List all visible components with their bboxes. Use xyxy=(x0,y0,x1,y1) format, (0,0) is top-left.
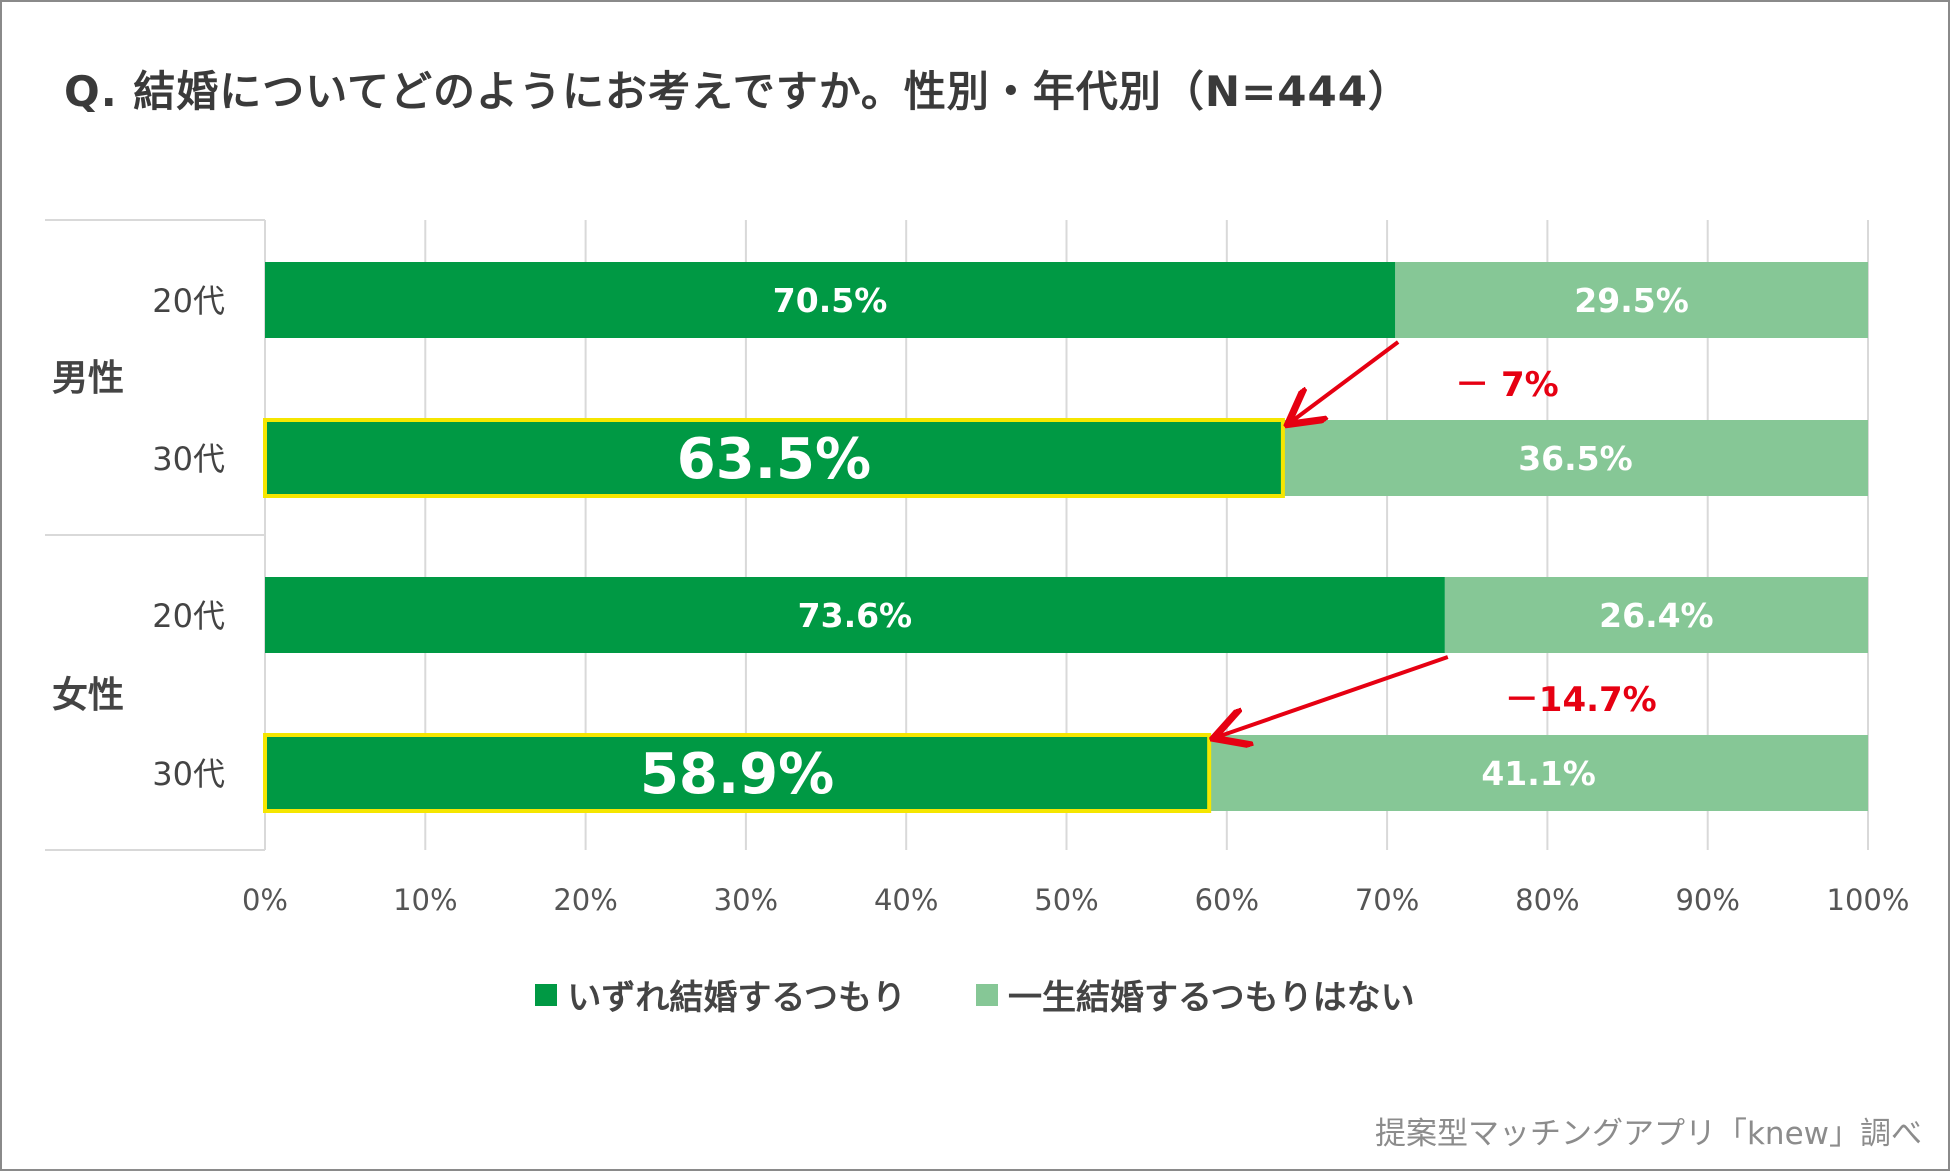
legend-swatch-series2 xyxy=(976,983,998,1006)
chart-plot: 0% 10% 20% 30% 40% 50% 60% 70% 80% 90% 100% 男性 20代 30… xyxy=(45,219,1910,917)
data-label-series2: 36.5% xyxy=(1518,439,1633,478)
legend-label-series1: いずれ結婚するつもり xyxy=(567,978,906,1018)
bar-segment-series1 xyxy=(263,733,1212,813)
x-tick-label: 80% xyxy=(1515,883,1579,917)
x-tick-label: 60% xyxy=(1195,883,1259,917)
x-tick-label: 0% xyxy=(242,883,288,917)
legend-swatch-series1 xyxy=(535,983,558,1006)
bar-segment-series2 xyxy=(1395,262,1868,338)
legend-label-series2: 一生結婚するつもりはない xyxy=(1008,978,1415,1018)
row-label: 30代 xyxy=(152,755,225,793)
data-label-series2: 26.4% xyxy=(1599,596,1714,635)
data-label-series2: 41.1% xyxy=(1481,754,1596,793)
bar-segment-series1 xyxy=(265,262,1396,338)
x-tick-label: 40% xyxy=(874,883,938,917)
x-tick-label: 100% xyxy=(1827,883,1910,917)
data-label-series2: 29.5% xyxy=(1574,281,1689,320)
data-label-series1: 58.9% xyxy=(640,742,834,807)
row-label: 20代 xyxy=(152,282,225,320)
data-label-series1: 73.6% xyxy=(798,596,913,635)
group-label: 女性 xyxy=(52,675,124,716)
x-tick-label: 10% xyxy=(393,883,457,917)
change-annotation: －14.7% xyxy=(1505,680,1657,720)
x-tick-label: 90% xyxy=(1675,883,1739,917)
legend-item-series1: いずれ結婚するつもり xyxy=(535,970,906,1019)
x-tick-label: 30% xyxy=(714,883,778,917)
chart-title: Q. 結婚についてどのようにお考えですか。性別・年代別（N=444） xyxy=(64,67,1411,116)
bar-segment-series2 xyxy=(1282,420,1868,496)
bar-segment-series2 xyxy=(1209,735,1868,811)
bar-segment-series1 xyxy=(265,577,1445,653)
x-tick-label: 70% xyxy=(1355,883,1419,917)
x-tick-label: 20% xyxy=(553,883,617,917)
change-arrow xyxy=(1291,340,1400,422)
x-tick-label: 50% xyxy=(1034,883,1098,917)
change-annotation: － 7% xyxy=(1455,365,1559,405)
data-label-series1: 63.5% xyxy=(677,427,871,492)
bar-segment-series1 xyxy=(263,418,1285,498)
row-label: 30代 xyxy=(152,440,225,478)
source-credit: 提案型マッチングアプリ「knew」調べ xyxy=(1374,1116,1922,1152)
change-arrow xyxy=(1217,655,1449,737)
group-label: 男性 xyxy=(52,358,124,399)
data-label-series1: 70.5% xyxy=(773,281,888,320)
row-label: 20代 xyxy=(152,597,225,635)
bar-segment-series2 xyxy=(1444,577,1868,653)
legend-item-series2: 一生結婚するつもりはない xyxy=(976,970,1415,1019)
chart-legend: いずれ結婚するつもり 一生結婚するつもりはない xyxy=(0,970,1950,1019)
